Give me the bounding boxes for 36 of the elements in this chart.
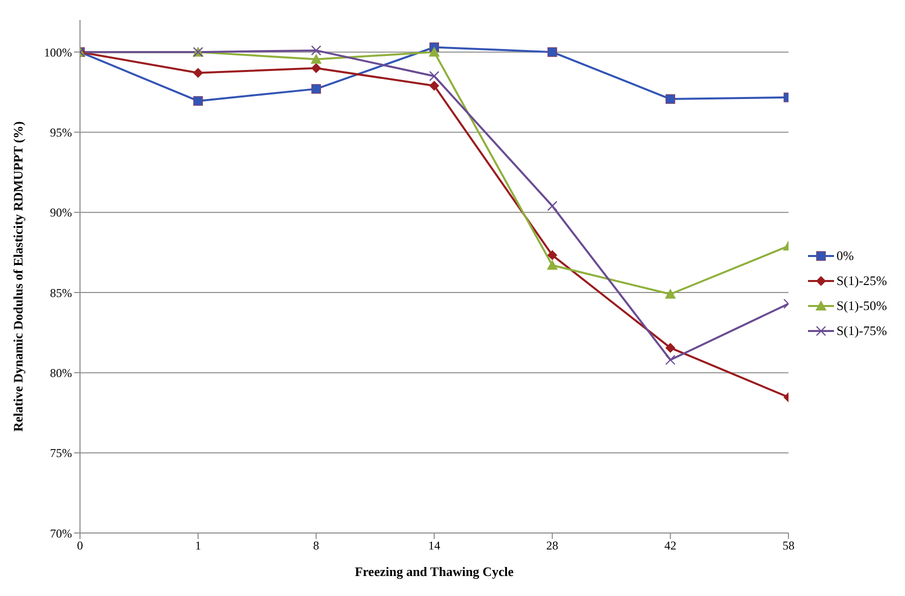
- point: [665, 342, 676, 353]
- point: [310, 54, 322, 64]
- legend-label: S(1)-50%: [836, 298, 887, 314]
- point: [428, 46, 440, 57]
- point: [664, 288, 676, 299]
- y-tick-label: 85%: [50, 286, 72, 300]
- point: [193, 96, 203, 106]
- x-tick-label: 8: [313, 538, 320, 553]
- x-tick-label: 14: [428, 538, 440, 553]
- x-tick-label: 42: [664, 538, 676, 553]
- y-tick-label: 75%: [50, 446, 72, 460]
- legend-label: S(1)-25%: [836, 273, 887, 289]
- y-tick-label: 90%: [50, 206, 72, 220]
- point: [429, 80, 440, 91]
- point: [666, 94, 676, 104]
- y-tick-label: 70%: [50, 526, 72, 540]
- x-axis-title: Freezing and Thawing Cycle: [354, 564, 514, 579]
- point: [546, 260, 558, 270]
- point: [311, 84, 321, 94]
- point: [193, 68, 204, 78]
- point: [547, 250, 558, 260]
- point: [311, 63, 322, 74]
- point: [429, 71, 440, 82]
- legend-label: 0%: [836, 248, 854, 264]
- x-tick-label: 1: [195, 538, 202, 553]
- y-tick-label: 95%: [50, 125, 72, 140]
- x-tick-label: 0: [77, 538, 83, 553]
- y-axis-title: Relative Dynamic Dodulus of Elasticity RDMUPPT (%): [10, 121, 26, 432]
- y-tick-label: 100%: [44, 45, 72, 60]
- y-tick-label: 80%: [50, 366, 72, 380]
- point: [311, 45, 322, 56]
- x-tick-label: 58: [782, 538, 794, 553]
- x-tick-label: 28: [546, 538, 558, 553]
- legend-label: S(1)-75%: [836, 323, 887, 339]
- point: [665, 354, 676, 365]
- point: [548, 47, 558, 57]
